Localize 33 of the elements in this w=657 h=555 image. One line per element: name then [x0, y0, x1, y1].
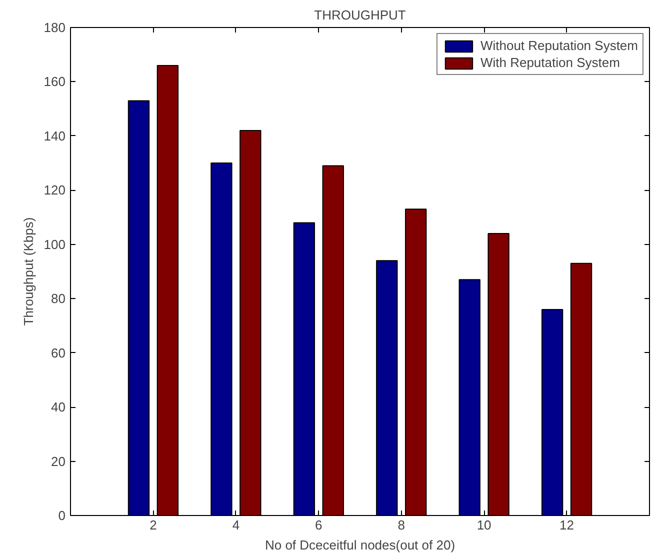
- y-tick-label: 100: [44, 236, 66, 252]
- bar: [541, 308, 564, 516]
- x-tick-label: 10: [476, 518, 492, 532]
- chart-title: THROUGHPUT: [314, 8, 406, 22]
- x-tick-label: 12: [560, 518, 574, 532]
- bar: [322, 165, 344, 516]
- legend-label: With Reputation System: [480, 55, 620, 70]
- x-axis-title: No of Dceceitful nodes(out of 20): [264, 538, 456, 552]
- bar: [488, 233, 510, 516]
- bar: [570, 262, 592, 516]
- y-tick-label: 140: [44, 128, 66, 144]
- x-tick-label: 6: [315, 518, 322, 532]
- y-tick-label: 80: [51, 291, 66, 306]
- y-tick-label: 180: [44, 20, 66, 35]
- x-tick-label: 2: [150, 518, 157, 532]
- bar: [156, 64, 179, 516]
- bar: [210, 162, 232, 516]
- y-tick-label: 160: [44, 74, 66, 90]
- bar: [240, 130, 262, 516]
- y-tick-label: 60: [51, 345, 66, 360]
- y-axis-title: Throughput (Kbps): [20, 217, 36, 326]
- y-tick-label: 40: [51, 400, 66, 415]
- bar: [404, 208, 427, 516]
- legend-label: Without Reputation System: [480, 38, 638, 53]
- x-tick-label: 4: [232, 518, 240, 532]
- bar: [293, 222, 316, 516]
- x-tick-label: 8: [398, 518, 405, 532]
- y-tick-label: 120: [44, 182, 66, 198]
- y-tick-label: 0: [58, 508, 66, 523]
- bar: [128, 100, 150, 516]
- bar: [458, 279, 480, 516]
- y-tick-label: 20: [51, 454, 66, 469]
- bar: [376, 260, 398, 516]
